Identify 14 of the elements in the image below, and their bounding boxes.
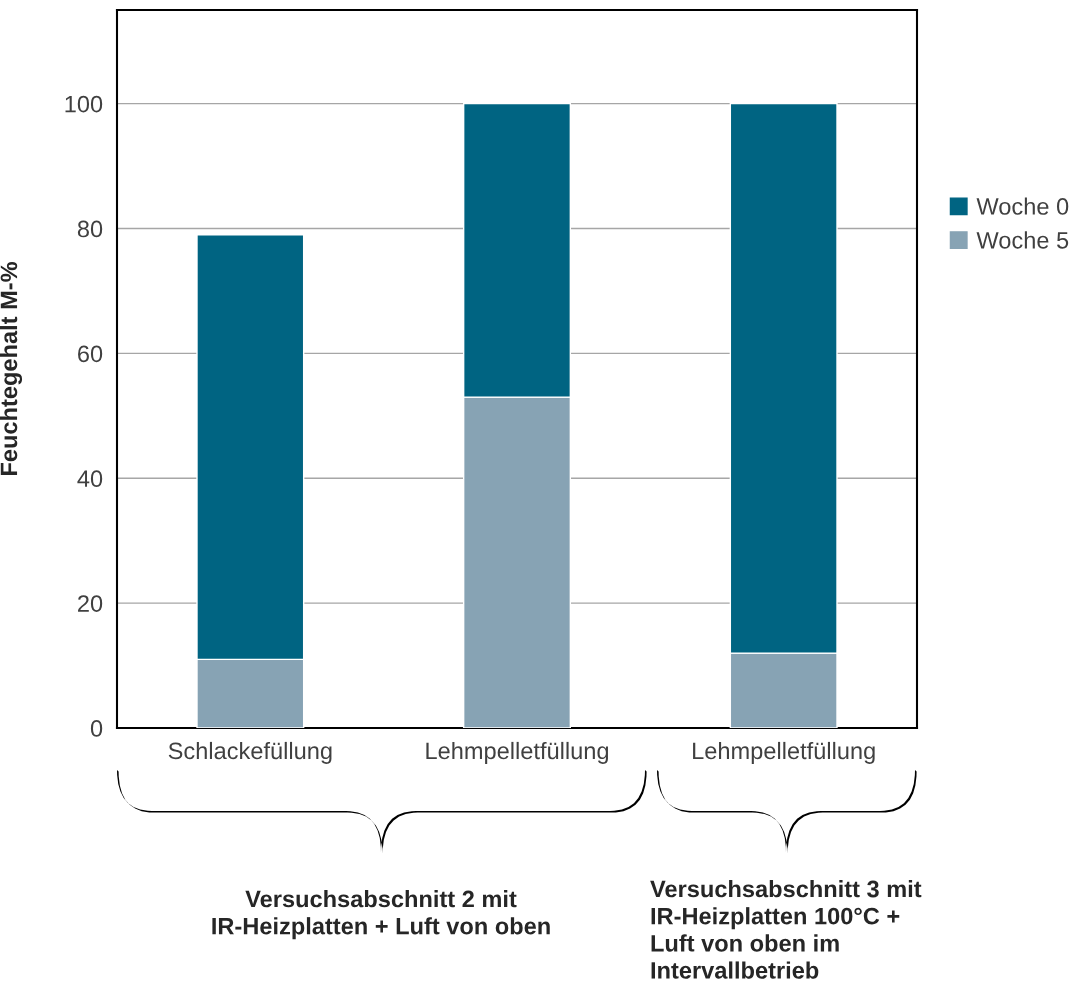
text: Versuchsabschnitt 3 mit IR-Heizplatten 100°C + Luft von oben im Intervallbetrieb — [650, 880, 922, 979]
y-tick-label: 80 — [77, 220, 103, 238]
y-tick-label: 40 — [77, 470, 103, 488]
y-tick-label: 0 — [90, 720, 103, 737]
y-tick-label: 60 — [78, 345, 103, 363]
y-axis-title: Feuchtegehalt M-% — [0, 262, 23, 475]
x-tick-label: Lehmpelletfüllung — [693, 741, 875, 764]
legend-label: Woche 0 — [976, 197, 1069, 215]
y-tick-label: 100 — [65, 95, 103, 113]
y-tick-label: 20 — [78, 595, 103, 612]
legend-label: Woche 5 — [976, 231, 1069, 249]
x-tick-label: Schlackefüllung — [168, 741, 332, 764]
x-tick-label: Lehmpelletfüllung — [426, 741, 609, 764]
text: Versuchsabschnitt 2 mit IR-Heizplatten + Luft von oben — [212, 890, 550, 940]
